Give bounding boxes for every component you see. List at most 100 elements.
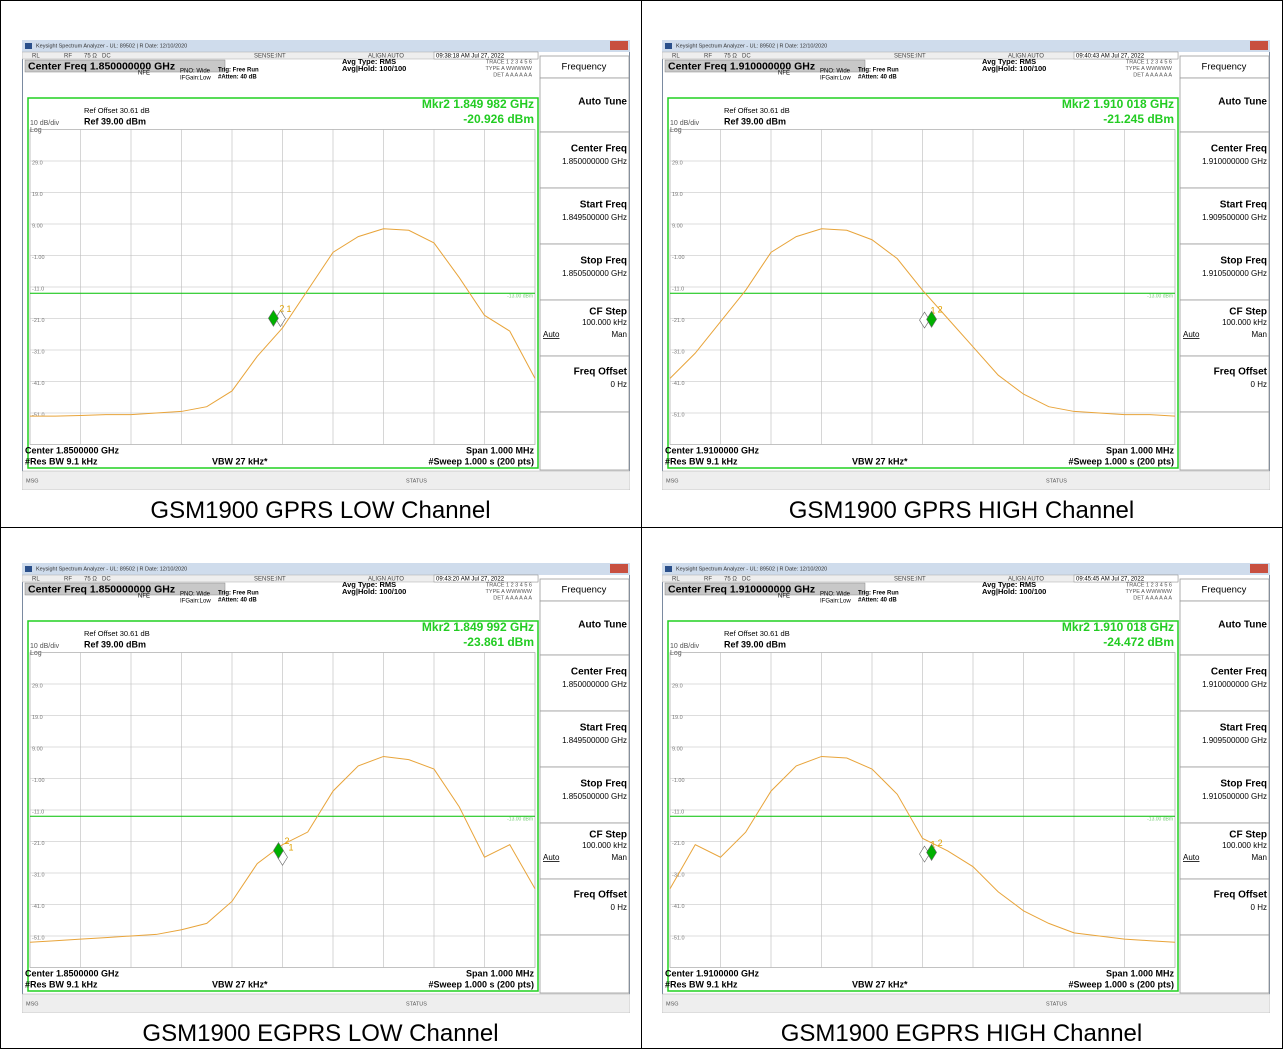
status-item: RL — [672, 577, 680, 583]
status-item: 75 Ω — [724, 577, 737, 583]
softkey-label: Freq Offset — [574, 890, 628, 901]
message-bar — [662, 471, 1270, 490]
graph-frame — [668, 98, 1178, 468]
y-tick-label: 29.0 — [32, 160, 43, 166]
softkey — [540, 935, 629, 993]
close-button[interactable] — [1250, 564, 1268, 573]
y-tick-label: -11.0 — [32, 286, 44, 292]
window-title: Keysight Spectrum Analyzer - UL: 89502 |… — [676, 566, 827, 572]
softkey-value: 0 Hz — [1251, 903, 1267, 912]
y-tick-label: -21.0 — [672, 318, 685, 324]
y-tick-label: -1.00 — [672, 255, 685, 261]
trace-info: TRACE 1 2 3 4 5 6 — [486, 582, 532, 588]
marker-label: 1 — [286, 304, 291, 314]
status-item: DC — [742, 54, 751, 60]
setting: Avg|Hold: 100/100 — [342, 64, 406, 73]
close-button[interactable] — [610, 41, 628, 50]
setting: PNO: Wide — [820, 69, 851, 75]
span: Span 1.000 MHz — [466, 445, 535, 455]
y-tick-label: -11.0 — [672, 286, 684, 292]
ref-level: Ref 39.00 dBm — [84, 639, 146, 649]
softkey-label: Center Freq — [1211, 144, 1267, 155]
marker-frequency: Mkr2 1.849 992 GHz — [422, 620, 534, 634]
close-button[interactable] — [1250, 41, 1268, 50]
graph-frame — [668, 621, 1178, 991]
scale-type: Log — [670, 650, 682, 657]
softkey-label: Stop Freq — [580, 256, 627, 267]
ref-level: Ref 39.00 dBm — [724, 639, 786, 649]
status-item: RL — [32, 54, 40, 60]
setting: NFE — [778, 71, 790, 77]
vbw: VBW 27 kHz* — [852, 979, 908, 989]
softkey-label: Start Freq — [1220, 200, 1267, 211]
limit-line-label: -13.00 dBm — [1147, 817, 1173, 823]
softkey-option: Man — [611, 853, 627, 862]
marker-label: 2 — [284, 836, 289, 846]
app-icon — [25, 566, 32, 572]
setting: NFE — [138, 594, 150, 600]
softkey-label: Freq Offset — [1214, 890, 1268, 901]
softkey-label: Start Freq — [580, 200, 627, 211]
status-item: 75 Ω — [84, 577, 97, 583]
center-freq-title: Center Freq 1.910000000 GHz — [668, 583, 815, 595]
y-tick-label: -51.0 — [32, 412, 45, 418]
message-bar — [662, 994, 1270, 1013]
scale-type: Log — [670, 127, 682, 134]
y-tick-label: -21.0 — [672, 841, 685, 847]
trace-info: TRACE 1 2 3 4 5 6 — [1126, 59, 1172, 65]
message-bar — [22, 994, 630, 1013]
msg-label: MSG — [666, 478, 679, 484]
status-item: SENSE:INT — [894, 54, 926, 60]
softkey-title: Frequency — [1202, 585, 1247, 596]
scale-type: Log — [30, 127, 42, 134]
trace-info: DET A A A A A A — [493, 595, 532, 601]
y-tick-label: 9.00 — [672, 746, 683, 752]
page: GSM1900 GPRS LOW Channel GSM1900 GPRS HI… — [0, 0, 1283, 1049]
softkey-label: Center Freq — [571, 144, 627, 155]
y-tick-label: 19.0 — [672, 715, 683, 721]
scale: 10 dB/div — [670, 643, 700, 650]
close-button[interactable] — [610, 564, 628, 573]
softkey-value: 0 Hz — [611, 903, 627, 912]
scale: 10 dB/div — [670, 120, 700, 127]
status-item: 75 Ω — [84, 54, 97, 60]
marker-frequency: Mkr2 1.849 982 GHz — [422, 97, 534, 111]
softkey-title: Frequency — [562, 585, 607, 596]
window-title: Keysight Spectrum Analyzer - UL: 89502 |… — [36, 566, 187, 572]
status-item: RF — [64, 577, 72, 583]
y-tick-label: -41.0 — [672, 381, 685, 387]
softkey-label: CF Step — [589, 307, 627, 318]
softkey-label: Freq Offset — [574, 367, 628, 378]
center-frequency: Center 1.8500000 GHz — [25, 445, 120, 455]
softkey-value: 1.850000000 GHz — [562, 680, 627, 689]
setting: Trig: Free Run — [218, 591, 259, 597]
softkey-option: Man — [1251, 330, 1267, 339]
app-icon — [665, 43, 672, 49]
span: Span 1.000 MHz — [466, 968, 535, 978]
y-tick-label: 29.0 — [672, 683, 683, 689]
center-freq-title: Center Freq 1.850000000 GHz — [28, 60, 175, 72]
softkey — [540, 412, 629, 470]
app-icon — [25, 43, 32, 49]
center-freq-title: Center Freq 1.910000000 GHz — [668, 60, 815, 72]
scale-type: Log — [30, 650, 42, 657]
ref-offset: Ref Offset 30.61 dB — [84, 629, 150, 638]
softkey-value: 1.849500000 GHz — [562, 213, 627, 222]
softkey-value: 0 Hz — [611, 380, 627, 389]
softkey-value: 1.910500000 GHz — [1202, 792, 1267, 801]
window-title: Keysight Spectrum Analyzer - UL: 89502 |… — [676, 43, 827, 49]
y-tick-label: -1.00 — [672, 778, 685, 784]
msg-label: MSG — [26, 478, 39, 484]
y-tick-label: -21.0 — [32, 318, 45, 324]
softkey-value: 100.000 kHz — [1222, 318, 1267, 327]
status-label: STATUS — [1046, 1001, 1067, 1007]
ref-offset: Ref Offset 30.61 dB — [724, 629, 790, 638]
softkey-label: Start Freq — [1220, 723, 1267, 734]
setting: NFE — [778, 594, 790, 600]
y-tick-label: -51.0 — [32, 935, 45, 941]
status-item: RL — [32, 577, 40, 583]
softkey-value: 1.849500000 GHz — [562, 736, 627, 745]
limit-line-label: -13.00 dBm — [1147, 294, 1173, 300]
setting: Trig: Free Run — [858, 591, 899, 597]
limit-line-label: -13.00 dBm — [507, 294, 533, 300]
